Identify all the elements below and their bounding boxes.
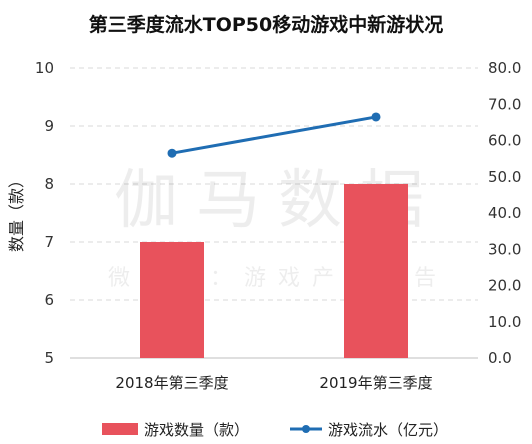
right-tick-label: 0.0 — [488, 349, 512, 367]
left-tick-label: 10 — [35, 59, 54, 77]
bars — [140, 184, 408, 358]
line-point — [167, 148, 177, 158]
left-tick-label: 9 — [44, 117, 54, 135]
left-tick-label: 7 — [44, 233, 54, 251]
left-tick-label: 6 — [44, 291, 54, 309]
line-path — [171, 115, 377, 155]
category-labels: 2018年第三季度 2019年第三季度 — [115, 374, 432, 392]
right-tick-label: 50.0 — [488, 168, 521, 186]
right-tick-label: 30.0 — [488, 240, 521, 258]
line-point — [371, 112, 381, 122]
left-tick-label: 8 — [44, 175, 54, 193]
chart-title: 第三季度流水TOP50移动游戏中新游状况 — [89, 13, 443, 36]
right-tick-label: 70.0 — [488, 95, 521, 113]
right-tick-label: 10.0 — [488, 313, 521, 331]
legend-swatch-bar — [102, 423, 138, 435]
right-axis-ticks: 0.0 10.0 20.0 30.0 40.0 50.0 60.0 70.0 80.0 — [488, 59, 521, 367]
legend-label-bar: 游戏数量（款） — [144, 421, 249, 439]
right-tick-label: 80.0 — [488, 59, 521, 77]
right-tick-label: 60.0 — [488, 132, 521, 150]
gridlines — [70, 67, 478, 359]
right-tick-label: 40.0 — [488, 204, 521, 222]
right-tick-label: 20.0 — [488, 277, 521, 295]
y-axis-label: 数量（款） — [7, 172, 26, 252]
legend-label-line: 游戏流水（亿元） — [328, 421, 448, 439]
left-axis-ticks: 5 6 7 8 9 10 — [35, 59, 54, 367]
line-series — [167, 112, 381, 158]
legend-swatch-marker — [302, 425, 310, 433]
category-label: 2019年第三季度 — [319, 374, 432, 392]
category-label: 2018年第三季度 — [115, 374, 228, 392]
legend: 游戏数量（款） 游戏流水（亿元） — [102, 421, 448, 439]
bar — [344, 184, 408, 358]
left-tick-label: 5 — [44, 349, 54, 367]
bar — [140, 242, 204, 358]
